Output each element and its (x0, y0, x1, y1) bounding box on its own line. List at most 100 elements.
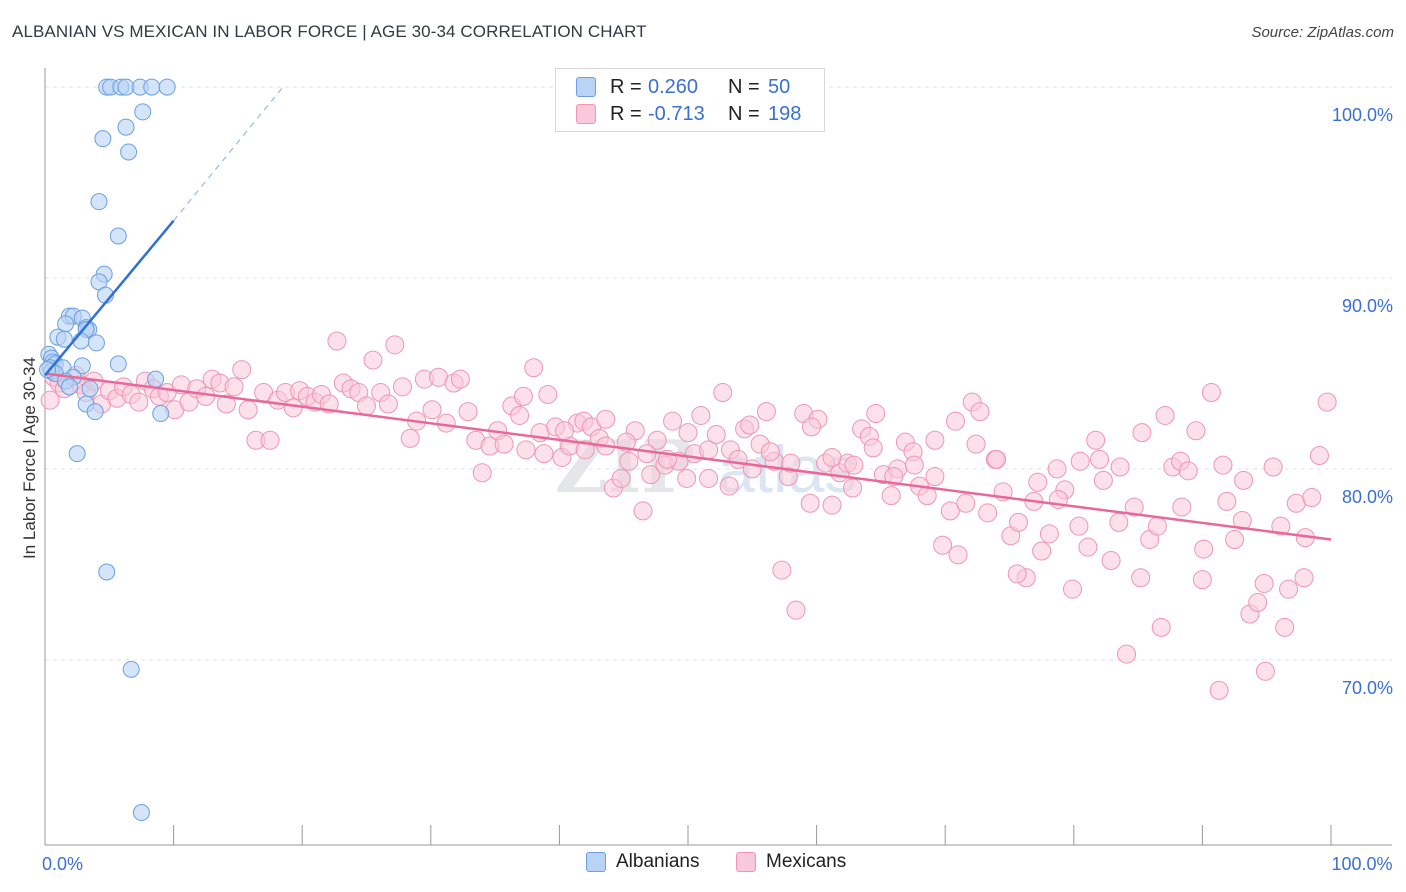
mexican-point (555, 421, 575, 441)
mexican-point (516, 440, 536, 460)
mexican-point (1090, 449, 1110, 469)
mexican-point (1263, 457, 1283, 477)
mexican-point (822, 447, 842, 467)
mexican-point (494, 434, 514, 454)
r-value: 0.260 (648, 75, 699, 98)
albanian-points (39, 78, 176, 822)
legend-label: Mexicans (766, 851, 847, 872)
mexican-point (713, 383, 733, 403)
y-tick-label: 80.0% (1342, 487, 1393, 507)
mexican-point (260, 430, 280, 450)
chart-title: ALBANIAN VS MEXICAN IN LABOR FORCE | AGE… (12, 22, 647, 41)
mexican-point (513, 386, 533, 406)
mexican-point (232, 360, 252, 380)
mexican-point (1028, 472, 1048, 492)
albanian-point (152, 405, 170, 423)
mexican-point (450, 369, 470, 389)
albanian-trend-extension (173, 86, 284, 222)
mexican-point (327, 331, 347, 351)
y-axis-label: In Labor Force | Age 30-34 (20, 357, 39, 559)
stats-legend: R = 0.260 N = 50 R = -0.713 N = 198 (555, 68, 825, 132)
mexican-point (940, 501, 960, 521)
mexican-point (524, 358, 544, 378)
mexican-point (978, 503, 998, 523)
albanian-point (109, 227, 127, 245)
mexican-point (1279, 579, 1299, 599)
mexican-point (1109, 512, 1129, 532)
y-tick-label: 100.0% (1332, 105, 1393, 125)
mexican-point (1294, 568, 1314, 588)
mexican-point (904, 455, 924, 475)
stats-row-albanians: R = 0.260 N = 50 (576, 75, 790, 99)
albanian-point (98, 563, 116, 581)
albanian-point (120, 143, 138, 161)
mexican-point (1234, 470, 1254, 490)
mexican-point (1124, 497, 1144, 517)
mexican-point (619, 451, 639, 471)
source-label: Source: ZipAtlas.com (1251, 24, 1394, 41)
albanian-point (132, 804, 150, 822)
mexican-point (385, 335, 405, 355)
mexican-point (510, 405, 530, 425)
albanian-point (158, 78, 176, 96)
mexican-point (781, 453, 801, 473)
mexican-points (40, 331, 1337, 700)
n-value: 198 (768, 102, 802, 125)
mexican-point (1032, 541, 1052, 561)
mexican-point (756, 402, 776, 422)
mexican-point (1110, 457, 1130, 477)
mexican-point (1147, 516, 1167, 536)
mexican-point (1131, 568, 1151, 588)
mexican-point (843, 478, 863, 498)
legend-item-albanians[interactable]: Albanians (586, 851, 699, 873)
mexican-point (1302, 488, 1322, 508)
mexican-point (363, 350, 383, 370)
mexican-point (933, 535, 953, 555)
tick-labels: 70.0% 80.0% 90.0% 100.0% 0.0% 100.0% (42, 105, 1393, 874)
mexican-point (1255, 661, 1275, 681)
albanian-point (72, 332, 90, 350)
mexican-point (378, 394, 398, 414)
albanian-point (81, 380, 99, 398)
trend-lines (44, 86, 1332, 541)
n-label: N = (728, 102, 760, 125)
mexican-point (691, 405, 711, 425)
mexican-point (844, 455, 864, 475)
mexican-point (663, 411, 683, 431)
mexican-point (706, 425, 726, 445)
mexican-point (393, 377, 413, 397)
mexican-point (1275, 617, 1295, 637)
y-tick-label: 70.0% (1342, 678, 1393, 698)
albanian-trend-line (44, 219, 175, 377)
mexican-point (742, 459, 762, 479)
mexican-point (534, 444, 554, 464)
mexican-point (1271, 516, 1291, 536)
mexican-point (760, 442, 780, 462)
mexican-point (633, 501, 653, 521)
mexican-point (1117, 644, 1137, 664)
mexican-point (699, 468, 719, 488)
mexican-trend-line (44, 372, 1332, 541)
mexican-point (1217, 491, 1237, 511)
albanian-point (68, 445, 86, 463)
mexican-point (925, 467, 945, 487)
mexican-point (238, 400, 258, 420)
mexican-point (740, 415, 760, 435)
mexican-point (801, 417, 821, 437)
mexican-point (1069, 516, 1089, 536)
mexican-point (1132, 423, 1152, 443)
n-label: N = (728, 75, 760, 98)
mexican-point (196, 386, 216, 406)
legend-item-mexicans[interactable]: Mexicans (736, 851, 846, 873)
mexican-point (357, 396, 376, 416)
mexican-point (1309, 446, 1329, 466)
mexican-point (863, 438, 883, 458)
mexican-point (1172, 497, 1192, 517)
albanian-point (134, 103, 152, 121)
mexican-point (611, 468, 631, 488)
albanian-point (94, 130, 112, 148)
mexican-point (1007, 564, 1027, 584)
mexican-point (1101, 551, 1121, 571)
mexican-point (800, 493, 820, 513)
mexican-point (1213, 455, 1233, 475)
